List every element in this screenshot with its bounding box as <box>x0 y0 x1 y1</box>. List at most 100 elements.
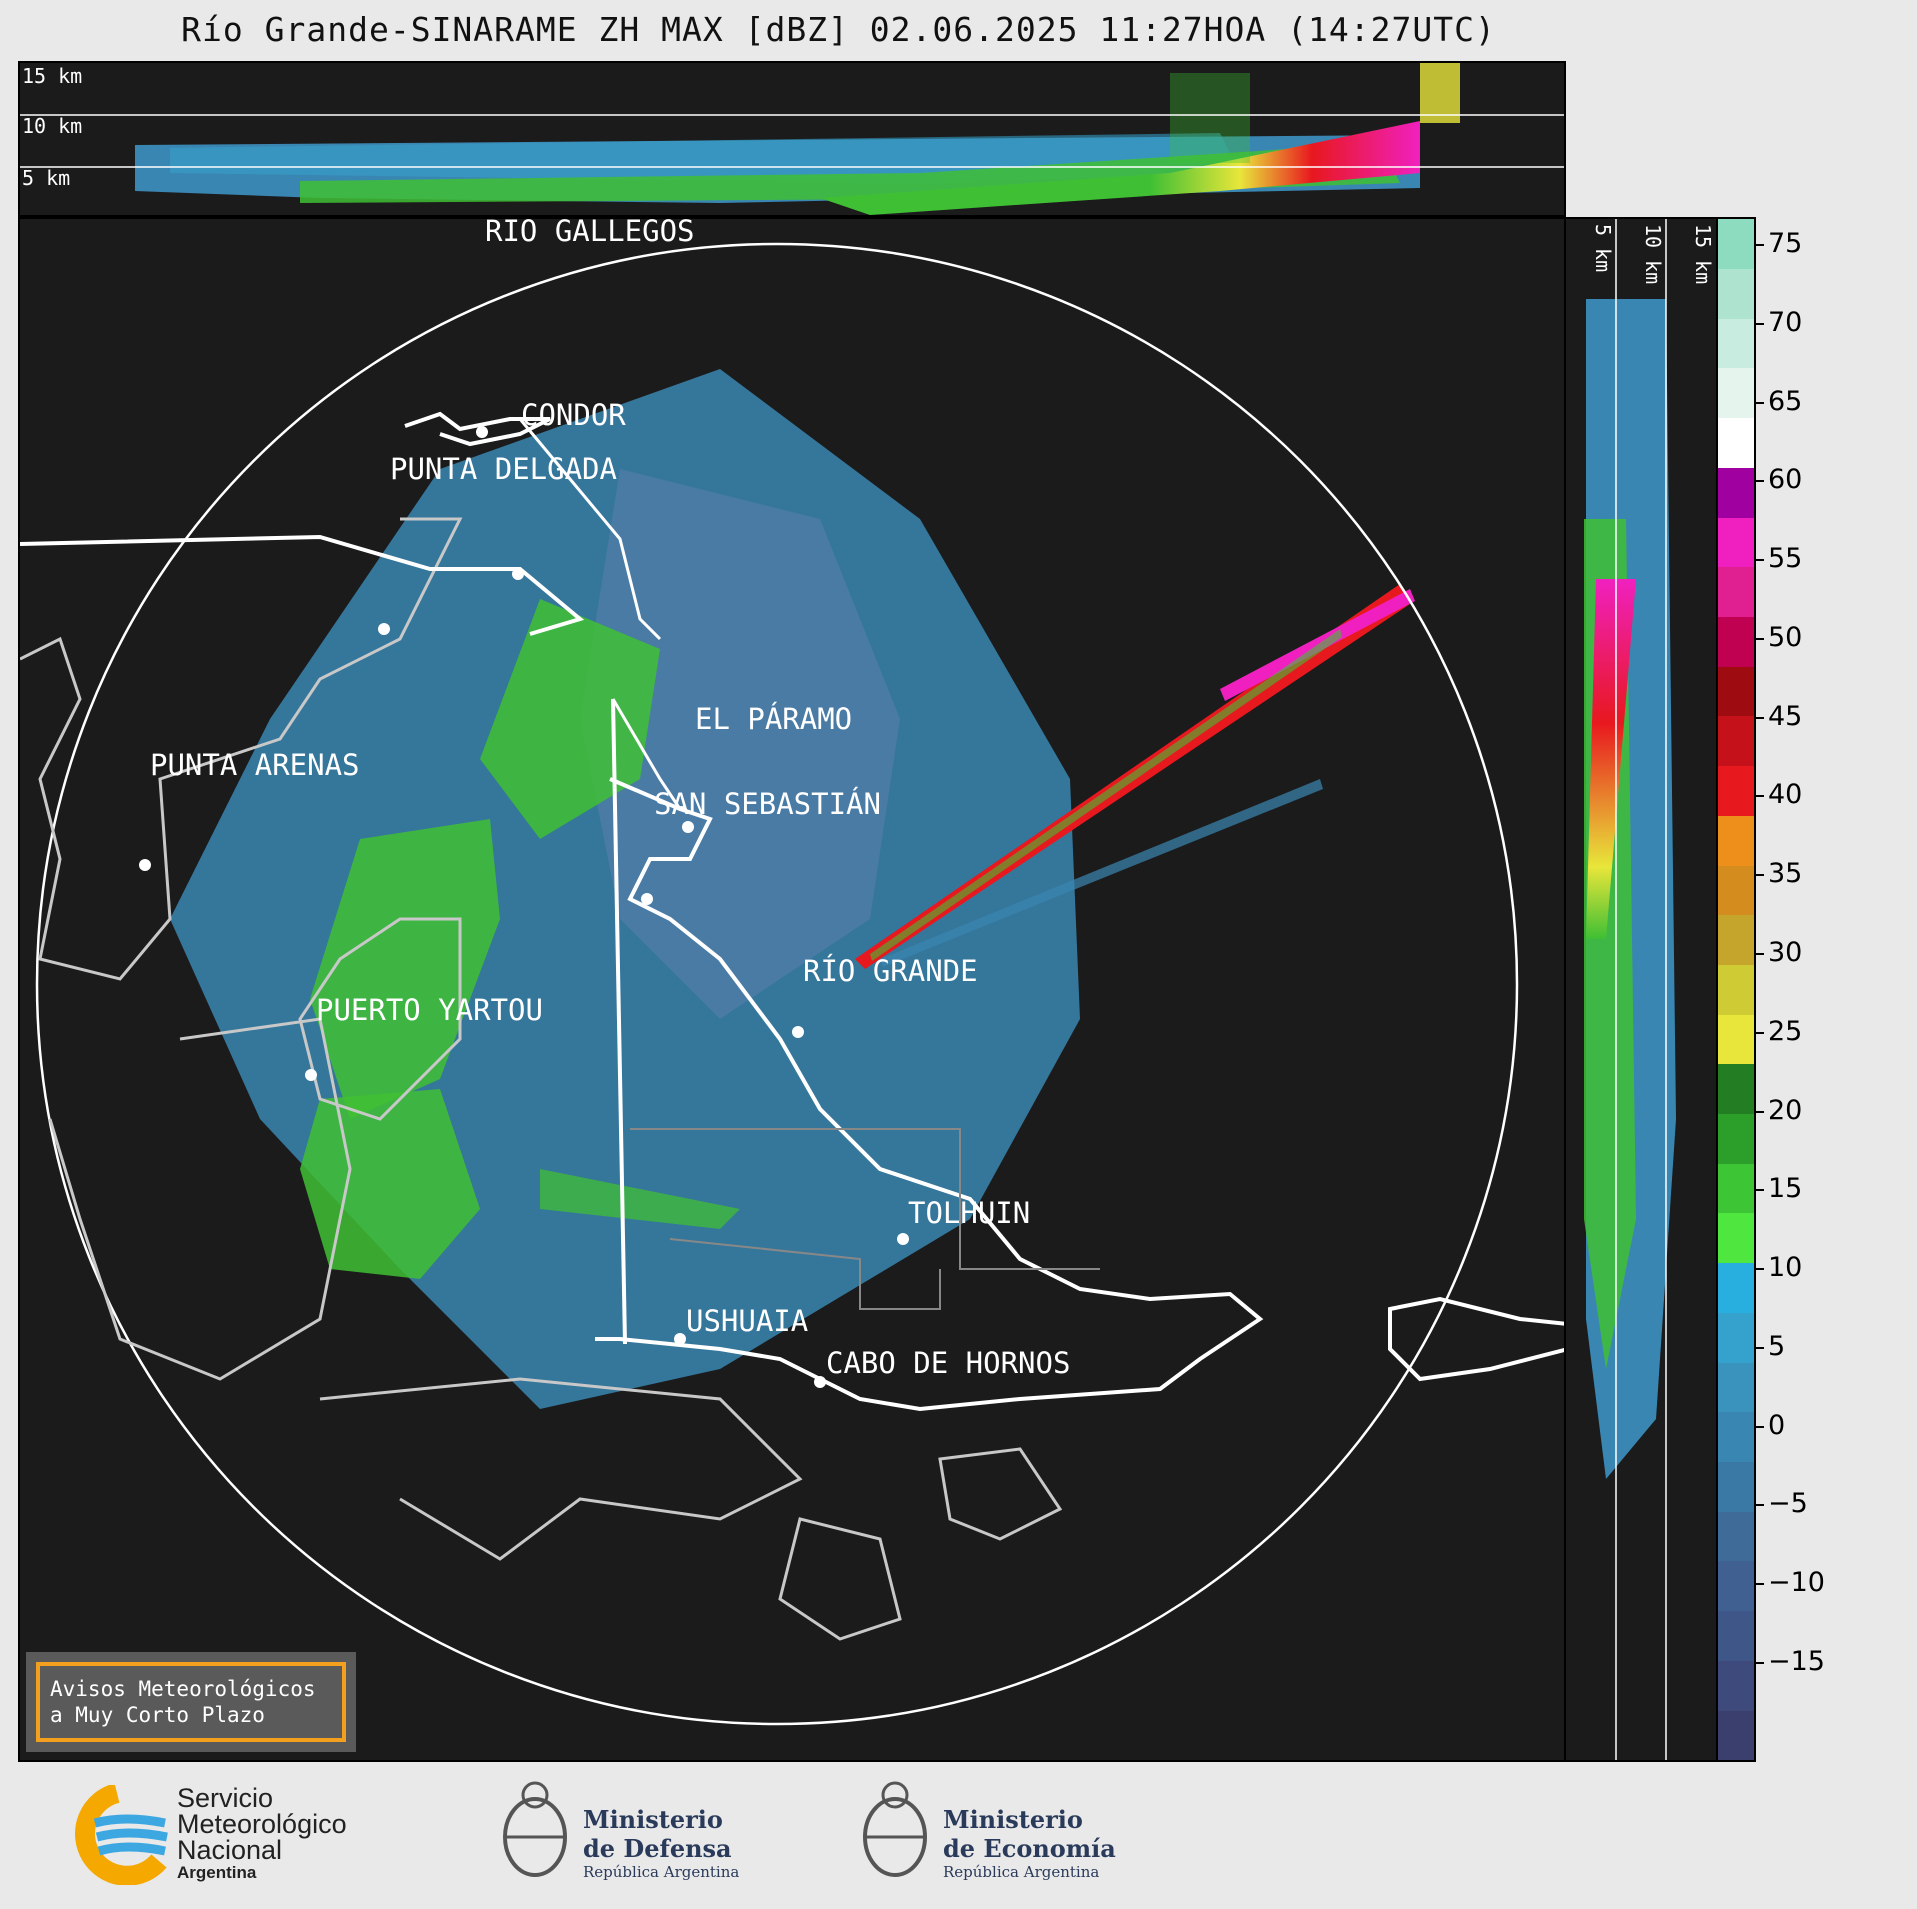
side-altitude-label: 5 km <box>1591 224 1615 272</box>
colorbar-tick-label: 40 <box>1768 779 1803 811</box>
island-outline <box>298 917 462 1121</box>
place-marker <box>305 1069 317 1081</box>
warning-box[interactable]: Avisos Meteorológicos a Muy Corto Plazo <box>26 1652 356 1752</box>
colorbar-segment <box>1718 1213 1754 1264</box>
page-title: Río Grande-SINARAME ZH MAX [dBZ] 02.06.2… <box>181 10 1496 49</box>
place-label: CONDOR <box>521 398 626 432</box>
colorbar-segment <box>1718 1312 1754 1363</box>
colorbar-segment <box>1718 318 1754 369</box>
place-label: PUERTO YARTOU <box>316 993 543 1027</box>
coastline-islands-south <box>319 1377 803 1561</box>
defensa-line: de Defensa <box>583 1834 732 1863</box>
province-border-south <box>669 1238 941 1310</box>
ministerio-defensa-logo: Ministerio de Defensa República Argentin… <box>495 1775 755 1895</box>
colorbar-segment <box>1718 914 1754 965</box>
colorbar-ticks: 75 70 65 60 55 50 45 40 35 30 25 20 15 10 5 0 −5 −10 −15 <box>1756 217 1856 1762</box>
top-altitude-label: 5 km <box>22 166 70 190</box>
smn-line: Argentina <box>177 1863 257 1882</box>
top-altitude-label: 15 km <box>22 64 82 88</box>
colorbar-segment <box>1718 616 1754 667</box>
colorbar-tick-mark <box>1756 795 1764 798</box>
colorbar-tick-label: −10 <box>1768 1567 1825 1599</box>
place-label: CABO DE HORNOS <box>826 1346 1070 1380</box>
colorbar-segment <box>1718 1064 1754 1115</box>
colorbar-tick-label: 15 <box>1768 1173 1803 1205</box>
smn-line: Meteorológico <box>177 1809 347 1839</box>
echo-green-streak <box>870 629 1342 961</box>
colorbar-tick-mark <box>1756 1662 1764 1664</box>
colorbar-tick-mark <box>1756 716 1764 719</box>
echo-green-west <box>310 819 500 1119</box>
colorbar-segment <box>1718 964 1754 1015</box>
warning-line: a Muy Corto Plazo <box>50 1703 265 1727</box>
place-label: SAN SEBASTIÁN <box>654 787 881 821</box>
smn-logo: Servicio Meteorológico Nacional Argentin… <box>55 1785 395 1885</box>
colorbar-tick-label: 75 <box>1768 228 1803 259</box>
colorbar-segment <box>1718 1610 1754 1661</box>
coastline-southwest <box>48 1017 352 1381</box>
colorbar-segment <box>1718 417 1754 468</box>
radar-map-panel: RÍO GALLEGOS CONDOR PUNTA DELGADA EL PÁR… <box>18 217 1566 1762</box>
side-cross-section-svg: 5 km 10 km 15 km <box>1584 219 1715 1760</box>
economia-subline: República Argentina <box>943 1863 1100 1881</box>
ministerio-economia-logo: Ministerio de Economía República Argenti… <box>855 1775 1135 1895</box>
top-cross-section-panel: 15 km 10 km 5 km <box>18 61 1566 217</box>
colorbar-segment <box>1718 1163 1754 1214</box>
colorbar-segment <box>1718 865 1754 916</box>
colorbar-segment <box>1718 716 1754 767</box>
colorbar-tick-label: −5 <box>1768 1488 1808 1520</box>
echo-green-south <box>540 1169 740 1229</box>
colorbar-tick-mark <box>1756 1504 1764 1507</box>
colorbar-tick-label: 10 <box>1768 1252 1803 1284</box>
colorbar-tick-mark <box>1756 1425 1764 1428</box>
colorbar-tick-mark <box>1756 401 1764 404</box>
economia-line: de Economía <box>943 1834 1116 1863</box>
place-marker <box>814 1376 826 1388</box>
defensa-subline: República Argentina <box>583 1863 740 1881</box>
colorbar-tick-label: 50 <box>1768 621 1803 653</box>
colorbar-tick-mark <box>1756 1031 1764 1034</box>
place-label: PUNTA ARENAS <box>150 748 360 782</box>
defensa-line: Ministerio <box>583 1805 723 1834</box>
echo-blue-streak <box>880 779 1323 967</box>
colorbar-segment <box>1718 1014 1754 1065</box>
colorbar <box>1716 217 1756 1762</box>
place-marker <box>682 821 694 833</box>
place-marker <box>674 1333 686 1345</box>
colorbar-segment <box>1718 1412 1754 1463</box>
smn-line: Servicio <box>177 1783 274 1813</box>
colorbar-segment <box>1718 1461 1754 1512</box>
place-label: TOLHUIN <box>908 1196 1030 1230</box>
warning-line: Avisos Meteorológicos <box>50 1677 316 1701</box>
colorbar-tick-mark <box>1756 480 1764 483</box>
economia-line: Ministerio <box>943 1805 1083 1834</box>
colorbar-tick-label: 45 <box>1768 700 1803 732</box>
radar-map-svg: RÍO GALLEGOS CONDOR PUNTA DELGADA EL PÁR… <box>20 219 1564 1726</box>
colorbar-tick-mark <box>1756 244 1764 246</box>
province-border <box>630 1128 1100 1270</box>
place-marker <box>792 1026 804 1038</box>
colorbar-segment <box>1718 467 1754 518</box>
place-label: EL PÁRAMO <box>695 702 852 736</box>
colorbar-segment <box>1718 268 1754 319</box>
argentina-coat-of-arms-icon <box>503 1781 567 1877</box>
place-marker <box>476 426 488 438</box>
border-line-gallegos <box>518 418 662 641</box>
colorbar-tick-mark <box>1756 1110 1764 1113</box>
colorbar-tick-mark <box>1756 559 1764 562</box>
place-marker <box>641 893 653 905</box>
place-label: RÍO GALLEGOS <box>485 219 695 248</box>
colorbar-segment <box>1718 1710 1754 1761</box>
colorbar-segment <box>1718 666 1754 717</box>
side-altitude-label: 15 km <box>1691 224 1715 284</box>
colorbar-segment <box>1718 1561 1754 1612</box>
colorbar-tick-label: 65 <box>1768 385 1803 417</box>
place-marker <box>512 568 524 580</box>
radar-range-ring <box>35 242 1519 1726</box>
warning-text: Avisos Meteorológicos a Muy Corto Plazo <box>36 1662 346 1742</box>
side-altitude-label: 10 km <box>1641 224 1665 284</box>
colorbar-segment <box>1718 815 1754 866</box>
place-marker <box>378 623 390 635</box>
colorbar-tick-label: 25 <box>1768 1015 1803 1047</box>
coastline-tierra-del-fuego <box>595 777 1264 1412</box>
